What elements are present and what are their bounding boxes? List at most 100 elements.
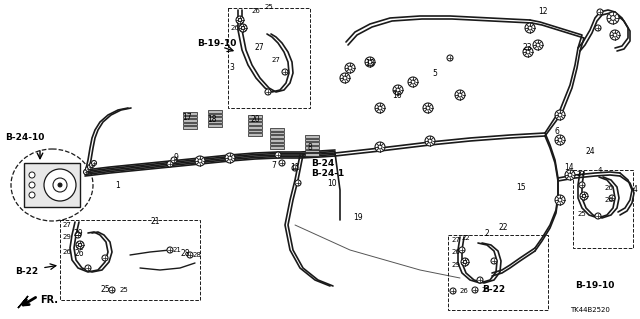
Circle shape [345, 63, 355, 73]
Circle shape [533, 40, 543, 50]
Text: 26: 26 [252, 8, 261, 14]
Text: 25: 25 [100, 286, 110, 294]
Text: 8: 8 [308, 144, 312, 152]
Bar [305, 153, 319, 156]
Circle shape [558, 138, 562, 142]
Circle shape [198, 159, 202, 163]
Circle shape [450, 288, 456, 294]
Text: 14: 14 [564, 164, 574, 173]
Text: 15: 15 [516, 183, 526, 192]
Circle shape [523, 47, 533, 57]
Circle shape [79, 243, 82, 247]
Circle shape [292, 165, 298, 171]
Bar [448, 235, 548, 310]
Circle shape [75, 232, 81, 238]
Bar [183, 112, 197, 115]
Text: 23: 23 [522, 43, 532, 53]
Bar [305, 135, 319, 138]
Text: 29: 29 [73, 228, 83, 238]
Text: 25: 25 [120, 287, 129, 293]
Bar [248, 126, 262, 129]
Circle shape [265, 89, 271, 95]
Circle shape [88, 165, 93, 169]
Circle shape [275, 152, 281, 158]
Text: 25: 25 [265, 4, 274, 10]
Text: 27: 27 [577, 171, 586, 177]
Text: B-24-1: B-24-1 [311, 168, 344, 177]
Text: 13: 13 [365, 58, 375, 68]
Text: 6: 6 [555, 127, 559, 136]
Text: 12: 12 [538, 8, 548, 17]
Circle shape [282, 69, 288, 75]
Circle shape [595, 213, 601, 219]
Bar [228, 8, 310, 108]
Circle shape [236, 16, 244, 24]
Bar [183, 123, 197, 125]
Text: 4: 4 [632, 184, 637, 194]
Circle shape [555, 135, 565, 145]
Text: 26: 26 [460, 288, 469, 294]
Bar [270, 128, 284, 131]
Text: 27: 27 [254, 42, 264, 51]
Circle shape [378, 145, 382, 149]
Text: B-22: B-22 [15, 266, 38, 276]
Text: B-19-10: B-19-10 [575, 280, 614, 290]
Circle shape [167, 161, 173, 167]
Text: TK44B2520: TK44B2520 [570, 307, 610, 313]
Circle shape [241, 26, 244, 30]
Circle shape [348, 66, 352, 70]
Circle shape [102, 255, 108, 261]
Circle shape [423, 103, 433, 113]
Text: 26: 26 [452, 249, 461, 255]
Text: 17: 17 [182, 114, 192, 122]
Text: 10: 10 [327, 179, 337, 188]
Text: 26: 26 [605, 185, 614, 191]
Circle shape [368, 60, 372, 64]
Circle shape [295, 180, 301, 186]
Circle shape [171, 157, 177, 163]
Circle shape [565, 170, 575, 180]
Bar [270, 139, 284, 142]
Circle shape [525, 23, 535, 33]
Circle shape [536, 43, 540, 47]
Circle shape [343, 76, 347, 80]
Text: 26: 26 [63, 249, 72, 255]
Circle shape [526, 50, 530, 54]
Bar [248, 115, 262, 118]
Circle shape [555, 195, 565, 205]
Circle shape [29, 172, 35, 178]
Bar [208, 124, 222, 127]
Text: FR.: FR. [40, 295, 58, 305]
Circle shape [425, 136, 435, 146]
Circle shape [187, 252, 193, 258]
Bar [208, 117, 222, 120]
Text: 21: 21 [150, 218, 160, 226]
Bar [305, 146, 319, 149]
Circle shape [458, 93, 462, 97]
Bar [270, 143, 284, 145]
Circle shape [597, 9, 603, 15]
Bar [208, 121, 222, 123]
Circle shape [580, 192, 588, 200]
Circle shape [396, 88, 400, 92]
Circle shape [528, 26, 532, 30]
Circle shape [472, 287, 478, 293]
Circle shape [340, 73, 350, 83]
Text: 3: 3 [230, 63, 234, 72]
Circle shape [83, 169, 88, 174]
Bar [248, 122, 262, 125]
Bar [248, 119, 262, 121]
Text: 24: 24 [585, 147, 595, 157]
Text: 9: 9 [173, 152, 179, 161]
Circle shape [463, 260, 467, 263]
Text: 26: 26 [74, 249, 84, 257]
Circle shape [195, 156, 205, 166]
Text: 25: 25 [482, 287, 491, 293]
Circle shape [477, 277, 483, 283]
Bar [208, 114, 222, 116]
Circle shape [90, 162, 95, 167]
Circle shape [555, 110, 565, 120]
Text: 28: 28 [180, 249, 189, 257]
Circle shape [558, 198, 562, 202]
Circle shape [58, 183, 62, 187]
